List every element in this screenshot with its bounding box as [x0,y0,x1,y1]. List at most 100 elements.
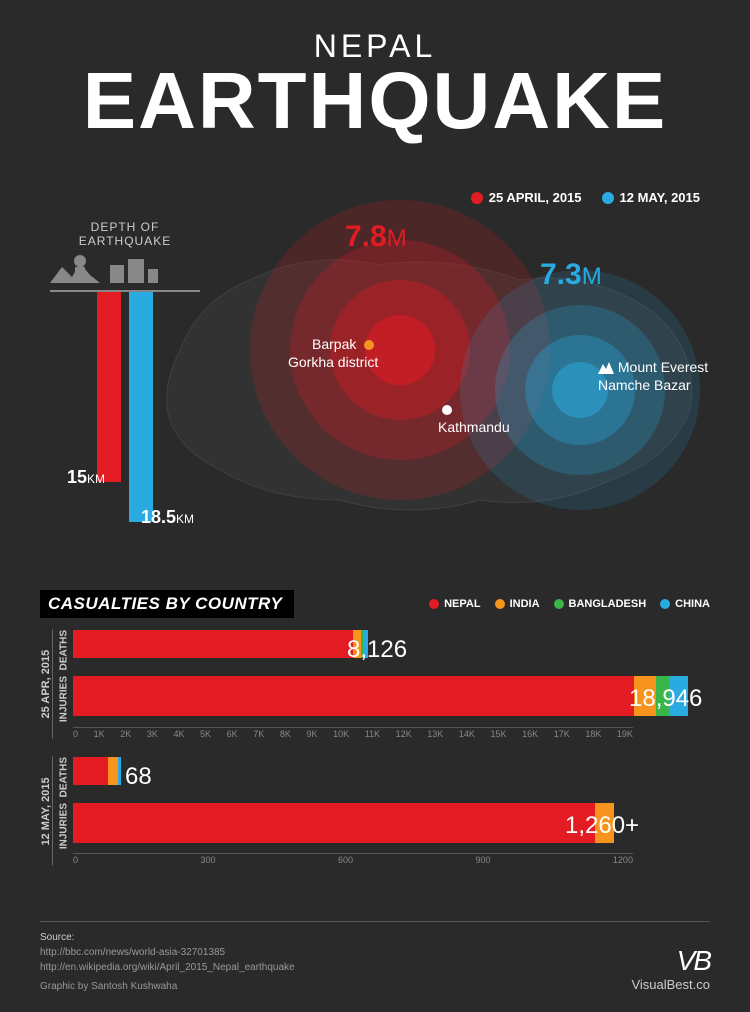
axis-tick: 0 [73,855,78,865]
kathmandu-label: Kathmandu [438,400,510,436]
legend-label: INDIA [510,598,540,610]
bar-stack [73,757,710,785]
legend-label: 25 APRIL, 2015 [489,190,582,205]
cas-legend-item: NEPAL [429,598,480,610]
date-legend-item: 25 APRIL, 2015 [471,190,582,205]
axis-tick: 5K [200,729,211,739]
bar-segment [118,757,121,785]
magnitude-label: 7.8M [345,220,407,254]
axis-tick: 9K [306,729,317,739]
footer-left: Source: http://bbc.com/news/world-asia-3… [40,930,295,992]
axis-tick: 600 [338,855,353,865]
chart-rows: DEATHS8,126INJURIES18,94601K2K3K4K5K6K7K… [55,630,710,739]
chart-row: DEATHS 8,126 [55,630,710,670]
bar-segment [108,757,118,785]
chart-group: 12 MAY, 2015DEATHS 68 INJURIES 1,260+ 0 300 60… [40,757,710,866]
casualties-section: CASUALTIES BY COUNTRY NEPAL INDIA BANGLADE… [40,590,710,883]
casualties-legend: NEPAL INDIA BANGLADESH CHINA [429,598,710,610]
bar-segment [73,676,634,716]
legend-dot-icon [429,599,439,609]
axis-tick: 17K [554,729,570,739]
axis-tick: 12K [396,729,412,739]
axis-tick: 7K [253,729,264,739]
logo-text: VisualBest.co [631,977,710,992]
legend-dot-icon [554,599,564,609]
axis-tick: 19K [617,729,633,739]
bar-value: 18,946 [629,685,702,713]
axis-tick: 2K [120,729,131,739]
date-legend-item: 12 MAY, 2015 [602,190,700,205]
row-label: DEATHS [55,757,73,797]
legend-dot-icon [660,599,670,609]
axis-tick: 10K [333,729,349,739]
source-line: http://bbc.com/news/world-asia-32701385 [40,945,295,960]
magnitude-label: 7.3M [540,258,602,292]
casualties-header: CASUALTIES BY COUNTRY NEPAL INDIA BANGLADE… [40,590,710,618]
source-label: Source: [40,930,295,945]
chart-date-label: 12 MAY, 2015 [40,757,53,866]
bar-value: 68 [125,763,152,791]
row-label: DEATHS [55,630,73,670]
legend-label: CHINA [675,598,710,610]
location-label: Mount EverestNamche Bazar [598,358,708,394]
axis-tick: 1200 [613,855,633,865]
source-line: http://en.wikipedia.org/wiki/April_2015_… [40,960,295,975]
location-dot-icon [364,340,374,350]
row-label: INJURIES [55,803,73,849]
bar-segment [73,803,595,843]
axis-tick: 6K [227,729,238,739]
location-dot-icon [442,405,452,415]
bar-value: 8,126 [347,636,407,664]
chart-date-label: 25 APR, 2015 [40,630,53,739]
cas-legend-item: INDIA [495,598,540,610]
axis-tick: 900 [475,855,490,865]
bar-container: 18,946 [73,676,710,722]
bar-container: 8,126 [73,630,710,670]
date-legend: 25 APRIL, 2015 12 MAY, 2015 [471,190,700,205]
bar-stack [73,676,710,716]
bar-segment [73,757,108,785]
casualties-groups: 25 APR, 2015DEATHS8,126INJURIES18,94601K… [40,630,710,865]
logo: VB VisualBest.co [631,945,710,992]
chart-row: DEATHS 68 [55,757,710,797]
axis-tick: 11K [365,729,380,739]
axis-tick: 13K [427,729,443,739]
chart-axis: 01K2K3K4K5K6K7K8K9K10K11K12K13K14K15K16K… [73,729,633,739]
chart-rows: DEATHS 68 INJURIES 1,260+ 0 300 600 900 1200 [55,757,710,866]
row-label: INJURIES [55,676,73,722]
chart-axis: 0 300 600 900 1200 [73,855,633,865]
legend-dot-icon [495,599,505,609]
infographic-root: NEPAL EARTHQUAKE 25 APRIL, 2015 12 MAY, 2… [0,0,750,1012]
logo-mark: VB [631,945,710,977]
chart-row: INJURIES 18,946 [55,676,710,722]
casualties-title: CASUALTIES BY COUNTRY [40,590,294,618]
legend-label: 12 MAY, 2015 [620,190,700,205]
axis-tick: 18K [585,729,601,739]
credit: Graphic by Santosh Kushwaha [40,981,295,992]
map-area: 7.8MBarpak Gorkha district7.3M Mount Eve… [0,210,750,590]
axis-tick: 3K [147,729,158,739]
axis-tick: 15K [490,729,506,739]
cas-legend-item: CHINA [660,598,710,610]
legend-label: NEPAL [444,598,480,610]
title-large: EARTHQUAKE [0,65,750,137]
title-block: NEPAL EARTHQUAKE [0,0,750,137]
legend-dot-icon [602,192,614,204]
cas-legend-item: BANGLADESH [554,598,647,610]
axis-tick: 300 [200,855,215,865]
bar-value: 1,260+ [565,812,639,840]
legend-dot-icon [471,192,483,204]
axis-tick: 8K [280,729,291,739]
axis-tick: 1K [94,729,105,739]
sources: Source: http://bbc.com/news/world-asia-3… [40,930,295,975]
bar-segment [73,630,353,658]
bar-container: 68 [73,757,710,797]
chart-row: INJURIES 1,260+ [55,803,710,849]
legend-label: BANGLADESH [569,598,647,610]
axis-tick: 0 [73,729,78,739]
axis-tick: 16K [522,729,538,739]
axis-tick: 14K [459,729,475,739]
chart-group: 25 APR, 2015DEATHS 8,126 INJURIES 18,946 0 1K… [40,630,710,739]
bar-container: 1,260+ [73,803,710,849]
footer: Source: http://bbc.com/news/world-asia-3… [40,921,710,992]
